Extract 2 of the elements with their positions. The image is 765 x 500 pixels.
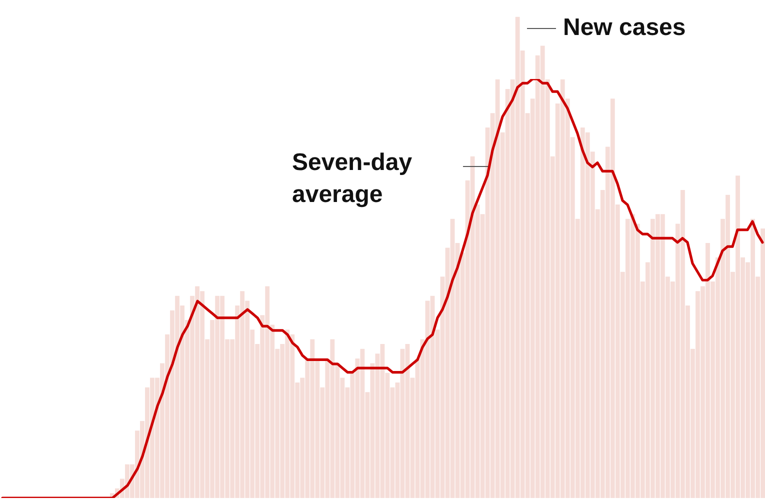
annotation: New cases <box>563 14 686 41</box>
annotation: Seven-day average <box>292 149 413 208</box>
